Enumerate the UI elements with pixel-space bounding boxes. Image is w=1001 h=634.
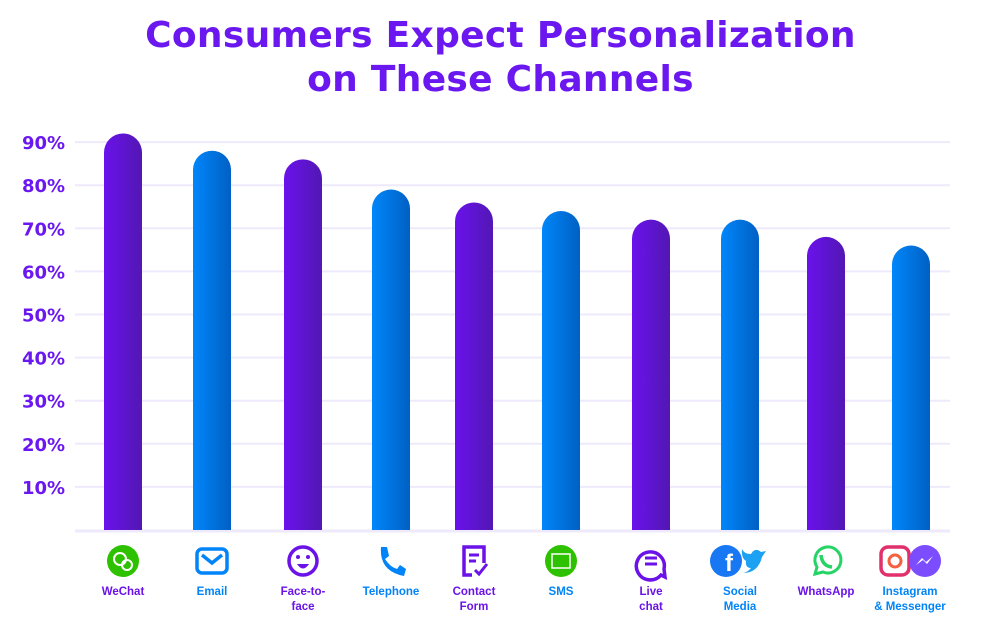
chart-title: Consumers Expect Personalization on Thes…: [0, 14, 1001, 102]
facebook: [710, 545, 742, 577]
eye: [296, 555, 300, 559]
bar-telephone: [372, 189, 410, 530]
mouth: [297, 564, 309, 569]
chart-title-line-2: on These Channels: [307, 59, 694, 100]
instagram-messenger-icon: [879, 545, 941, 577]
phone: [819, 554, 833, 569]
handset: [380, 547, 406, 576]
live-chat-icon: [634, 550, 668, 582]
x-tick-label: chat: [639, 601, 663, 613]
bar-face-to-face: [284, 159, 322, 530]
y-tick-label: 40%: [22, 349, 65, 370]
bar-wechat: [104, 133, 142, 531]
bar-sms: [542, 211, 580, 530]
smiley-face-icon: [287, 545, 319, 577]
y-tick-label: 50%: [22, 306, 65, 327]
envelope: [195, 547, 229, 575]
bar-contact-form: [455, 202, 493, 531]
bubble: [634, 550, 668, 582]
sms-icon: [545, 545, 577, 577]
y-tick-label: 90%: [22, 133, 65, 154]
y-tick-label: 60%: [22, 262, 65, 283]
bolt: [916, 556, 933, 565]
bar-social-media: [721, 219, 759, 530]
bar-whatsapp: [807, 236, 845, 531]
telephone-icon: [380, 547, 406, 576]
x-tick-label: Instagram: [883, 586, 938, 598]
email-icon: [195, 547, 229, 575]
x-tick-label: Social: [723, 586, 757, 598]
check: [473, 563, 489, 577]
bar-live-chat: [632, 219, 670, 530]
lens: [887, 553, 903, 569]
twitter-bird: [741, 549, 766, 573]
x-tick-label: & Messenger: [874, 601, 946, 613]
screen: [551, 553, 571, 569]
x-tick-label: SMS: [549, 586, 574, 598]
y-tick-label: 20%: [22, 435, 65, 456]
x-tick-label: Live: [639, 586, 662, 598]
x-tick-label: Media: [724, 601, 757, 613]
x-tick-label: Face-to-: [281, 586, 326, 598]
facebook-twitter-icon: f: [710, 545, 766, 577]
face: [287, 545, 319, 577]
form: [462, 545, 486, 577]
y-tick-label: 80%: [22, 176, 65, 197]
bar-email: [193, 150, 231, 530]
x-tick-label: WeChat: [102, 586, 145, 598]
bubble: [113, 552, 127, 566]
eye: [306, 555, 310, 559]
x-tick-label: face: [291, 601, 314, 613]
bar-instagram-messenger: [892, 245, 930, 530]
facebook-f: f: [725, 550, 734, 577]
y-tick-label: 70%: [22, 219, 65, 240]
x-tick-label: Form: [460, 601, 489, 613]
y-tick-label: 10%: [22, 478, 65, 499]
whatsapp-bubble: [812, 545, 843, 577]
x-tick-label: Email: [197, 586, 228, 598]
sms-circle: [545, 545, 577, 577]
instagram: [879, 545, 911, 577]
chart-title-line-1: Consumers Expect Personalization: [145, 15, 856, 56]
x-tick-label: Contact: [453, 586, 496, 598]
y-tick-label: 30%: [22, 392, 65, 413]
x-tick-label: WhatsApp: [798, 586, 855, 598]
x-tick-label: Telephone: [363, 586, 420, 598]
flap: [200, 553, 224, 566]
bubble: [121, 559, 133, 571]
contact-form-icon: [462, 545, 489, 577]
wechat-icon: [107, 545, 139, 577]
whatsapp-icon: [812, 545, 843, 577]
